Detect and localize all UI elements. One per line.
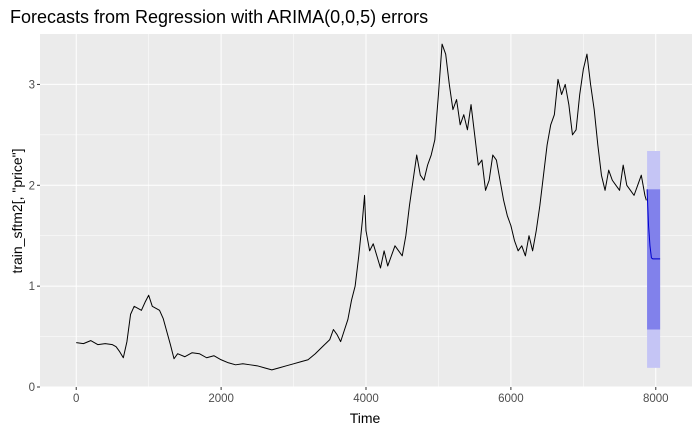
prediction-intervals xyxy=(647,150,661,368)
y-axis-title: train_sftm2[, "price"] xyxy=(9,148,25,273)
observed-series-line xyxy=(76,43,647,371)
axis-ticks: 0 2000 4000 6000 8000 0 1 2 3 xyxy=(29,79,669,405)
y-tick-label: 3 xyxy=(29,79,35,91)
chart-title: Forecasts from Regression with ARIMA(0,0… xyxy=(10,7,428,27)
x-tick-label: 0 xyxy=(73,393,79,405)
y-tick-label: 0 xyxy=(29,382,35,394)
series-lines xyxy=(76,43,661,371)
y-tick-label: 2 xyxy=(29,180,35,192)
plot-panel xyxy=(40,34,692,388)
x-tick-label: 4000 xyxy=(353,393,379,405)
forecast-mean-line xyxy=(646,189,661,260)
x-axis-title: Time xyxy=(350,410,381,426)
y-tick-label: 1 xyxy=(29,281,35,293)
x-tick-label: 8000 xyxy=(643,393,669,405)
x-tick-label: 2000 xyxy=(208,393,234,405)
prediction-interval-band xyxy=(647,189,661,330)
x-tick-label: 6000 xyxy=(498,393,524,405)
